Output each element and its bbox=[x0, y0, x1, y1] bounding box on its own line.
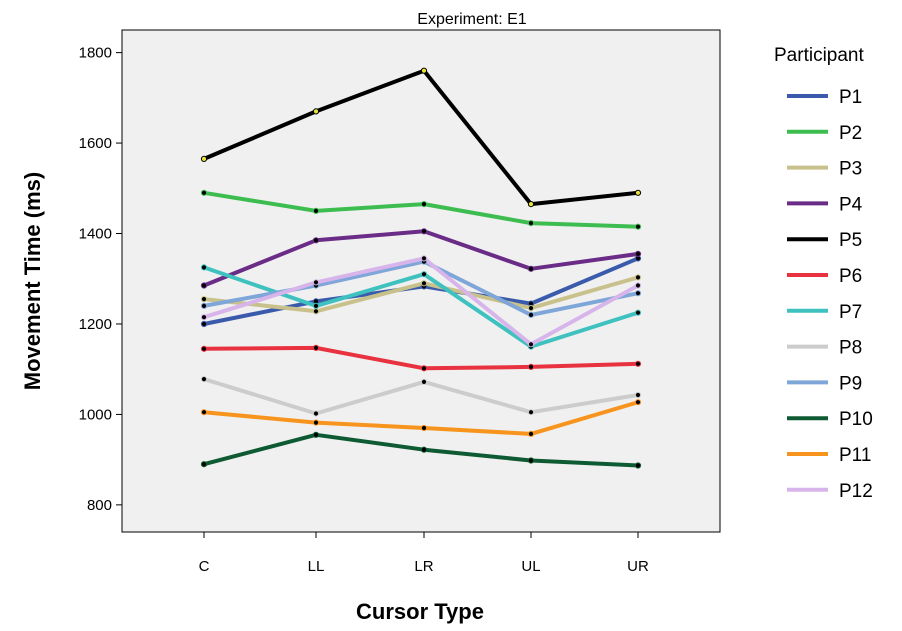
y-tick-label: 1400 bbox=[79, 226, 112, 243]
y-tick-label: 1600 bbox=[79, 135, 112, 152]
legend-label-p9: P9 bbox=[839, 373, 862, 394]
legend-label-p4: P4 bbox=[839, 194, 863, 215]
data-point-p7 bbox=[200, 264, 208, 271]
data-point-p3 bbox=[634, 274, 642, 281]
legend-label-p8: P8 bbox=[839, 338, 862, 359]
data-point-p9 bbox=[200, 302, 208, 309]
x-tick-label: C bbox=[199, 558, 210, 575]
data-point-p3 bbox=[312, 308, 320, 315]
data-point-p8 bbox=[312, 410, 320, 417]
x-tick-label: UL bbox=[521, 558, 540, 575]
data-point-p11 bbox=[634, 399, 642, 406]
x-tick-label: LR bbox=[414, 558, 433, 575]
data-point-p10 bbox=[200, 461, 208, 468]
data-point-p10 bbox=[634, 462, 642, 469]
data-point-p4 bbox=[634, 250, 642, 257]
data-point-p11 bbox=[312, 419, 320, 426]
data-point-p12 bbox=[527, 341, 535, 348]
data-point-p6 bbox=[634, 360, 642, 367]
data-point-p8 bbox=[200, 376, 208, 383]
legend-label-p5: P5 bbox=[839, 230, 862, 251]
y-tick-label: 800 bbox=[87, 497, 112, 514]
data-point-p4 bbox=[312, 237, 320, 244]
x-tick-label: LL bbox=[308, 558, 325, 575]
legend-label-p12: P12 bbox=[839, 481, 873, 502]
data-point-p5 bbox=[527, 201, 535, 208]
y-axis-title: Movement Time (ms) bbox=[20, 172, 45, 390]
data-point-p11 bbox=[420, 424, 428, 432]
data-point-p3 bbox=[527, 305, 535, 312]
legend: P1 P2 P3 P4 P5 P6 P7 P8 P9 P10 P11 P12 bbox=[787, 87, 873, 502]
data-point-p2 bbox=[420, 201, 428, 208]
data-point-p5 bbox=[634, 189, 642, 196]
data-point-p5 bbox=[420, 67, 428, 74]
data-point-p8 bbox=[634, 391, 642, 399]
series-markers bbox=[200, 67, 642, 469]
y-tick-label: 1200 bbox=[79, 316, 112, 333]
y-axis: 800 1000 1200 1400 1600 1800 bbox=[79, 45, 122, 514]
data-point-p12 bbox=[420, 255, 428, 262]
data-point-p6 bbox=[200, 345, 208, 352]
data-point-p2 bbox=[634, 223, 642, 230]
data-point-p5 bbox=[312, 108, 320, 115]
data-point-p1 bbox=[200, 320, 208, 328]
data-point-p6 bbox=[420, 365, 428, 372]
data-point-p2 bbox=[312, 207, 320, 214]
data-point-p2 bbox=[527, 220, 535, 227]
data-point-p12 bbox=[200, 314, 208, 321]
data-point-p10 bbox=[420, 446, 428, 453]
chart-title: Experiment: E1 bbox=[417, 11, 526, 28]
x-axis: C LL LR UL UR bbox=[199, 532, 649, 575]
legend-title: Participant bbox=[774, 45, 864, 66]
data-point-p9 bbox=[527, 311, 535, 318]
data-point-p3 bbox=[420, 280, 428, 287]
data-point-p9 bbox=[634, 290, 642, 297]
data-point-p5 bbox=[200, 155, 208, 162]
data-point-p12 bbox=[312, 279, 320, 286]
data-point-p6 bbox=[312, 344, 320, 351]
legend-label-p3: P3 bbox=[839, 159, 862, 180]
data-point-p11 bbox=[200, 409, 208, 416]
legend-label-p10: P10 bbox=[839, 409, 873, 430]
legend-label-p6: P6 bbox=[839, 266, 862, 287]
data-point-p4 bbox=[527, 265, 535, 272]
data-point-p7 bbox=[420, 271, 428, 278]
data-point-p12 bbox=[634, 282, 642, 289]
y-tick-label: 1000 bbox=[79, 406, 112, 423]
data-point-p7 bbox=[634, 309, 642, 316]
data-point-p4 bbox=[420, 228, 428, 235]
data-point-p8 bbox=[527, 409, 535, 416]
data-point-p6 bbox=[527, 363, 535, 370]
data-point-p4 bbox=[200, 282, 208, 289]
data-point-p3 bbox=[200, 296, 208, 303]
x-tick-label: UR bbox=[627, 558, 649, 575]
legend-label-p11: P11 bbox=[839, 445, 871, 466]
y-tick-label: 1800 bbox=[79, 45, 112, 62]
data-point-p11 bbox=[527, 430, 535, 437]
data-point-p8 bbox=[420, 378, 428, 385]
x-axis-title: Cursor Type bbox=[356, 599, 484, 624]
data-point-p7 bbox=[312, 302, 320, 309]
data-point-p10 bbox=[527, 457, 535, 464]
data-point-p10 bbox=[312, 431, 320, 438]
data-point-p2 bbox=[200, 189, 208, 196]
legend-label-p1: P1 bbox=[839, 87, 862, 108]
legend-label-p7: P7 bbox=[839, 302, 862, 323]
legend-label-p2: P2 bbox=[839, 123, 862, 144]
